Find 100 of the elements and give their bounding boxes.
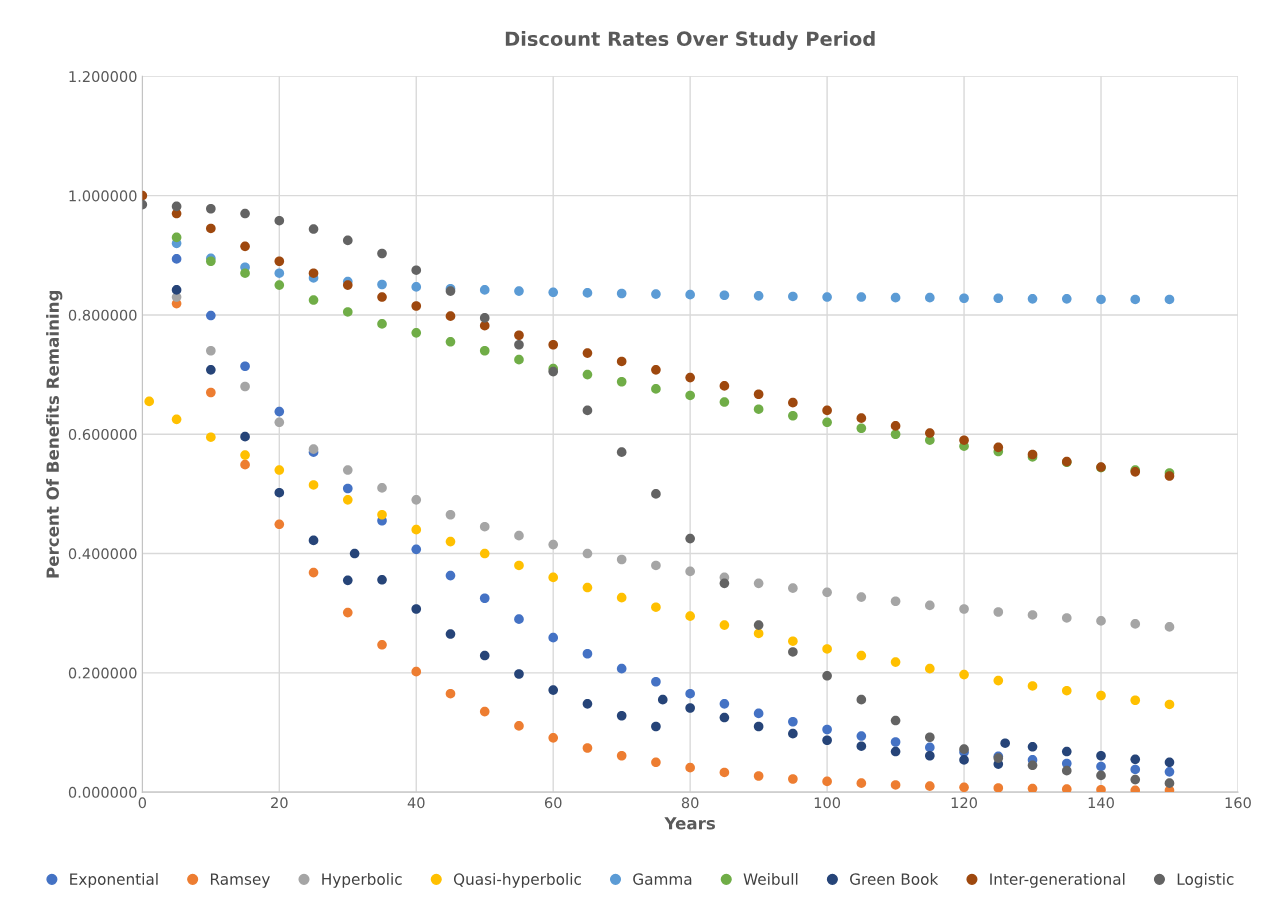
point [377,279,387,290]
point [308,295,319,305]
legend-label: Green Book [850,873,939,885]
point [685,372,695,383]
point [445,536,456,547]
y-axis-title: Percent Of Benefits Remaining [46,290,63,578]
point [548,339,559,350]
legend-label: Exponential [70,873,158,888]
point [479,345,490,356]
point [582,369,593,380]
point [514,354,524,365]
x-tick-label: 160 [1225,797,1251,809]
point [1027,783,1038,793]
point [822,405,832,416]
point [925,663,935,674]
point [514,721,524,731]
point [753,291,764,301]
point [719,290,730,301]
point [925,428,935,438]
point [890,715,901,726]
point [1061,294,1072,304]
x-axis-title: Years [664,817,715,830]
x-tick-label: 20 [271,797,288,809]
point [651,289,661,299]
point [993,293,1004,304]
x-tick-label: 80 [681,797,699,809]
point [1096,616,1106,626]
point [822,671,832,681]
point [1027,741,1038,752]
point [274,417,285,428]
point [411,604,422,614]
point [411,524,422,535]
point [514,560,524,571]
chart-title: Discount Rates Over Study Period [505,31,875,50]
point [514,614,524,624]
point [1130,754,1141,765]
point [651,757,661,768]
point [822,417,832,428]
point [925,600,935,611]
point [479,313,490,323]
point [753,620,764,630]
point [342,575,353,586]
point [822,735,832,746]
point [651,602,661,613]
y-tick-label: 0.800000 [68,309,137,321]
y-tick-label: 1.200000 [69,71,137,83]
point [377,319,387,329]
point [377,509,387,520]
point [1130,695,1141,706]
point [377,639,387,650]
point [822,644,832,654]
point [1130,619,1141,629]
point [616,376,627,387]
point [788,410,798,421]
point [925,742,935,753]
point [651,489,661,499]
x-tick-label: 60 [544,797,562,809]
point [788,716,798,727]
point [349,548,360,559]
point [342,465,353,475]
point [514,339,524,350]
point [548,733,559,743]
point [342,483,353,494]
y-tick-label: 0.400000 [68,548,137,560]
point [274,280,285,290]
point [274,406,285,417]
point [445,509,456,520]
y-tick-label: 0.000000 [68,786,137,798]
point [1164,699,1175,710]
point [856,650,867,661]
point [171,232,182,243]
point [206,387,216,398]
point [1130,785,1141,793]
point [1027,610,1038,620]
point [548,685,559,695]
point [719,767,730,778]
point [890,596,901,607]
point [685,611,695,621]
point [925,781,935,791]
point [719,397,730,407]
point [753,578,764,589]
legend-label: Weibull [743,873,798,885]
point [753,771,764,781]
point [1027,760,1038,771]
point [788,583,798,593]
point [616,750,627,761]
point [890,429,901,440]
point [274,519,285,530]
point [959,435,969,446]
point [719,712,730,723]
point [445,336,456,347]
x-tick-label: 40 [407,797,425,809]
point [1164,294,1175,305]
point [206,203,216,214]
point [171,414,182,425]
point [959,755,969,765]
point [890,746,901,757]
point [788,774,798,784]
point [342,280,353,290]
point [445,311,456,321]
